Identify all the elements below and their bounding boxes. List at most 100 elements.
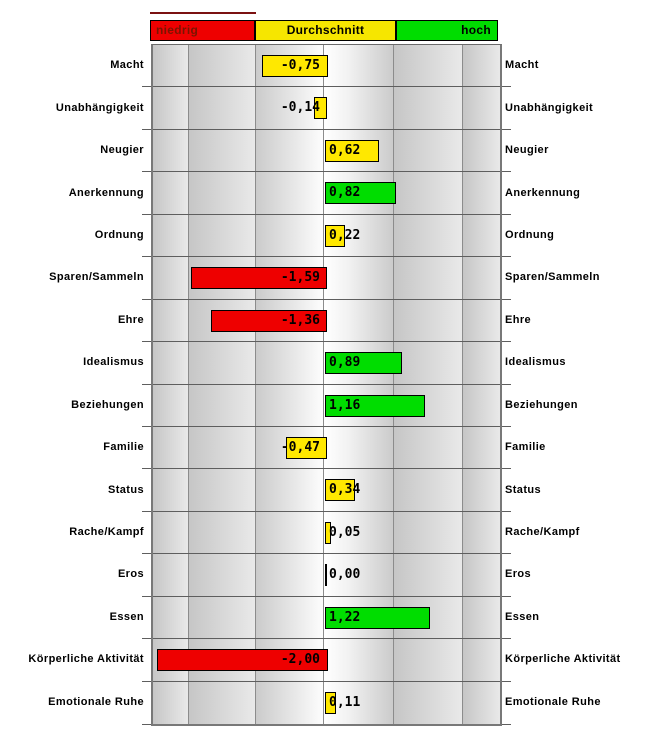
row-tick-left <box>142 724 151 725</box>
motive-label-right: Ehre <box>505 313 532 326</box>
row-tick-right <box>502 383 511 385</box>
motive-bar <box>324 521 331 544</box>
motive-value: 0,00 <box>329 567 361 583</box>
row-tick-right <box>502 298 511 300</box>
row-tick-right <box>502 86 511 88</box>
motive-label-right: Körperliche Aktivität <box>505 653 621 666</box>
motive-value: -0,75 <box>280 58 320 73</box>
motive-label-right: Ordnung <box>505 228 555 241</box>
motive-bar <box>324 139 379 162</box>
motive-row: 0,82 <box>142 172 511 215</box>
motive-row: 0,05 <box>142 512 511 555</box>
motive-value: -0,14 <box>280 100 320 116</box>
row-tick-left <box>142 171 151 173</box>
row-tick-right <box>502 341 511 343</box>
motive-label-right: Familie <box>505 441 546 454</box>
motive-label-left: Ordnung <box>94 228 144 241</box>
chart-rows: -0,75 -0,14 0,62 0,82 0,22 -1,59 -1,36 0,89 1,16… <box>142 45 511 725</box>
motive-label-left: Rache/Kampf <box>69 526 144 539</box>
grid-column-1 <box>153 45 189 724</box>
motive-value: 1,22 <box>329 609 361 625</box>
motive-label-right: Status <box>505 483 542 496</box>
header-band-low: niedrig <box>150 20 255 41</box>
motive-label-left: Idealismus <box>83 356 144 369</box>
motive-row: 0,89 <box>142 342 511 385</box>
motive-label-left: Emotionale Ruhe <box>48 695 144 708</box>
row-tick-left <box>142 298 151 300</box>
header-band-high: hoch <box>396 20 498 41</box>
motive-value: -0,47 <box>280 439 320 455</box>
motive-row: 0,22 <box>142 215 511 258</box>
row-tick-right <box>502 595 511 597</box>
motive-label-left: Ehre <box>117 313 144 326</box>
motive-label-left: Macht <box>110 59 144 72</box>
motive-bar <box>324 691 336 714</box>
row-tick-right <box>502 553 511 555</box>
row-tick-left <box>142 638 151 640</box>
motive-value: 0,11 <box>329 694 361 710</box>
motive-row: -0,14 <box>142 87 511 130</box>
motive-label-right: Rache/Kampf <box>505 526 580 539</box>
motive-value: 0,22 <box>329 227 361 243</box>
row-tick-right <box>502 510 511 512</box>
motive-label-left: Unabhängigkeit <box>55 101 144 114</box>
motive-label-left: Anerkennung <box>68 186 144 199</box>
motive-label-left: Körperliche Aktivität <box>28 653 144 666</box>
row-tick-right <box>502 638 511 640</box>
motive-row: 0,62 <box>142 130 511 173</box>
motive-row: 0,34 <box>142 469 511 512</box>
motive-bar <box>324 394 425 417</box>
row-tick-left <box>142 86 151 88</box>
motive-label-right: Neugier <box>505 144 549 157</box>
motive-row: 1,16 <box>142 385 511 427</box>
motive-label-left: Beziehungen <box>71 398 144 411</box>
row-tick-right <box>502 724 511 725</box>
motive-value: -1,36 <box>280 312 320 328</box>
row-tick-left <box>142 341 151 343</box>
motive-label-right: Idealismus <box>505 356 566 369</box>
row-tick-right <box>502 256 511 258</box>
motive-value: -2,00 <box>280 652 320 668</box>
motive-label-right: Macht <box>505 59 539 72</box>
row-tick-left <box>142 256 151 258</box>
motive-label-right: Essen <box>505 610 540 623</box>
row-tick-left <box>142 128 151 130</box>
motive-label-left: Essen <box>109 610 144 623</box>
motive-label-left: Familie <box>103 441 144 454</box>
motive-bar <box>191 267 328 290</box>
motive-label-right: Sparen/Sammeln <box>505 271 600 284</box>
motive-label-right: Anerkennung <box>505 186 581 199</box>
motive-label-left: Status <box>107 483 144 496</box>
grid-column-3 <box>256 45 324 724</box>
motive-bar <box>324 479 356 502</box>
motive-label-left: Sparen/Sammeln <box>49 271 144 284</box>
row-tick-left <box>142 510 151 512</box>
chart-grid: -0,75 -0,14 0,62 0,82 0,22 -1,59 -1,36 0,89 1,16… <box>142 44 511 726</box>
row-tick-right <box>502 128 511 130</box>
row-tick-left <box>142 553 151 555</box>
motive-label-right: Beziehungen <box>505 398 578 411</box>
motive-bar <box>262 55 328 77</box>
motive-bar <box>324 224 346 247</box>
motive-row: -2,00 <box>142 639 511 682</box>
motive-value: -1,59 <box>280 270 320 286</box>
row-tick-right <box>502 680 511 682</box>
motive-row: -1,59 <box>142 257 511 300</box>
grid-column-2 <box>189 45 256 724</box>
motive-bar <box>324 352 402 375</box>
motive-row: 0,11 <box>142 682 511 725</box>
row-tick-right <box>502 468 511 470</box>
motive-value: 0,62 <box>329 142 361 158</box>
row-tick-left <box>142 383 151 385</box>
motive-row: -1,36 <box>142 300 511 343</box>
row-tick-left <box>142 425 151 427</box>
motive-value: 0,34 <box>329 482 361 498</box>
motive-row: -0,47 <box>142 427 511 470</box>
motive-bar <box>324 606 430 629</box>
right-label-column: Macht Unabhängigkeit Neugier Anerkennung Ord… <box>505 44 651 723</box>
row-tick-left <box>142 595 151 597</box>
grid-column-6 <box>463 45 500 724</box>
motive-label-right: Eros <box>505 568 532 581</box>
motive-bar <box>313 97 328 120</box>
